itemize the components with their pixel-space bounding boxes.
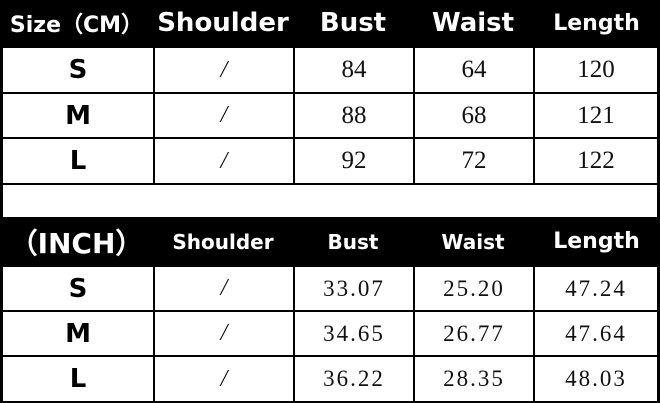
- table-cell: 33.07: [295, 267, 413, 310]
- column-header: Waist: [441, 229, 505, 254]
- column-header: Shoulder: [157, 8, 289, 38]
- table-cell: 121: [535, 94, 657, 137]
- size-label: L: [3, 357, 153, 401]
- table-cell: 120: [535, 48, 657, 92]
- size-label: S: [3, 267, 153, 310]
- table-cell: /: [155, 357, 293, 401]
- table-cell: 28.35: [415, 357, 533, 401]
- table-cell: 48.03: [535, 357, 657, 401]
- table-cell: 47.64: [535, 312, 657, 355]
- table-cell: 34.65: [295, 312, 413, 355]
- table-cell: 84: [295, 48, 413, 92]
- column-header: Shoulder: [172, 229, 274, 254]
- table-cell: 122: [535, 139, 657, 183]
- table-cell: 68: [415, 94, 533, 137]
- table-cell: 47.24: [535, 267, 657, 310]
- size-label: M: [3, 312, 153, 355]
- column-header: Waist: [431, 8, 515, 38]
- table-cell: 64: [415, 48, 533, 92]
- table-cell: 72: [415, 139, 533, 183]
- table-cell: /: [155, 48, 293, 92]
- column-header: Bust: [327, 229, 379, 254]
- table-cell: 25.20: [415, 267, 533, 310]
- spacer-row: [3, 185, 657, 217]
- table-cell: /: [155, 94, 293, 137]
- column-header: Length: [553, 229, 640, 254]
- table-cell: 26.77: [415, 312, 533, 355]
- column-header: （INCH）: [9, 226, 144, 260]
- size-label: M: [3, 94, 153, 137]
- table-cell: /: [155, 312, 293, 355]
- table-cell: 36.22: [295, 357, 413, 401]
- table-cell: 88: [295, 94, 413, 137]
- column-header: Bust: [319, 8, 387, 38]
- column-header: Size（CM）: [9, 13, 144, 38]
- column-header: Length: [553, 10, 640, 36]
- table-cell: /: [155, 139, 293, 183]
- table-cell: /: [155, 267, 293, 310]
- table-cell: 92: [295, 139, 413, 183]
- size-label: S: [3, 48, 153, 92]
- size-label: L: [3, 139, 153, 183]
